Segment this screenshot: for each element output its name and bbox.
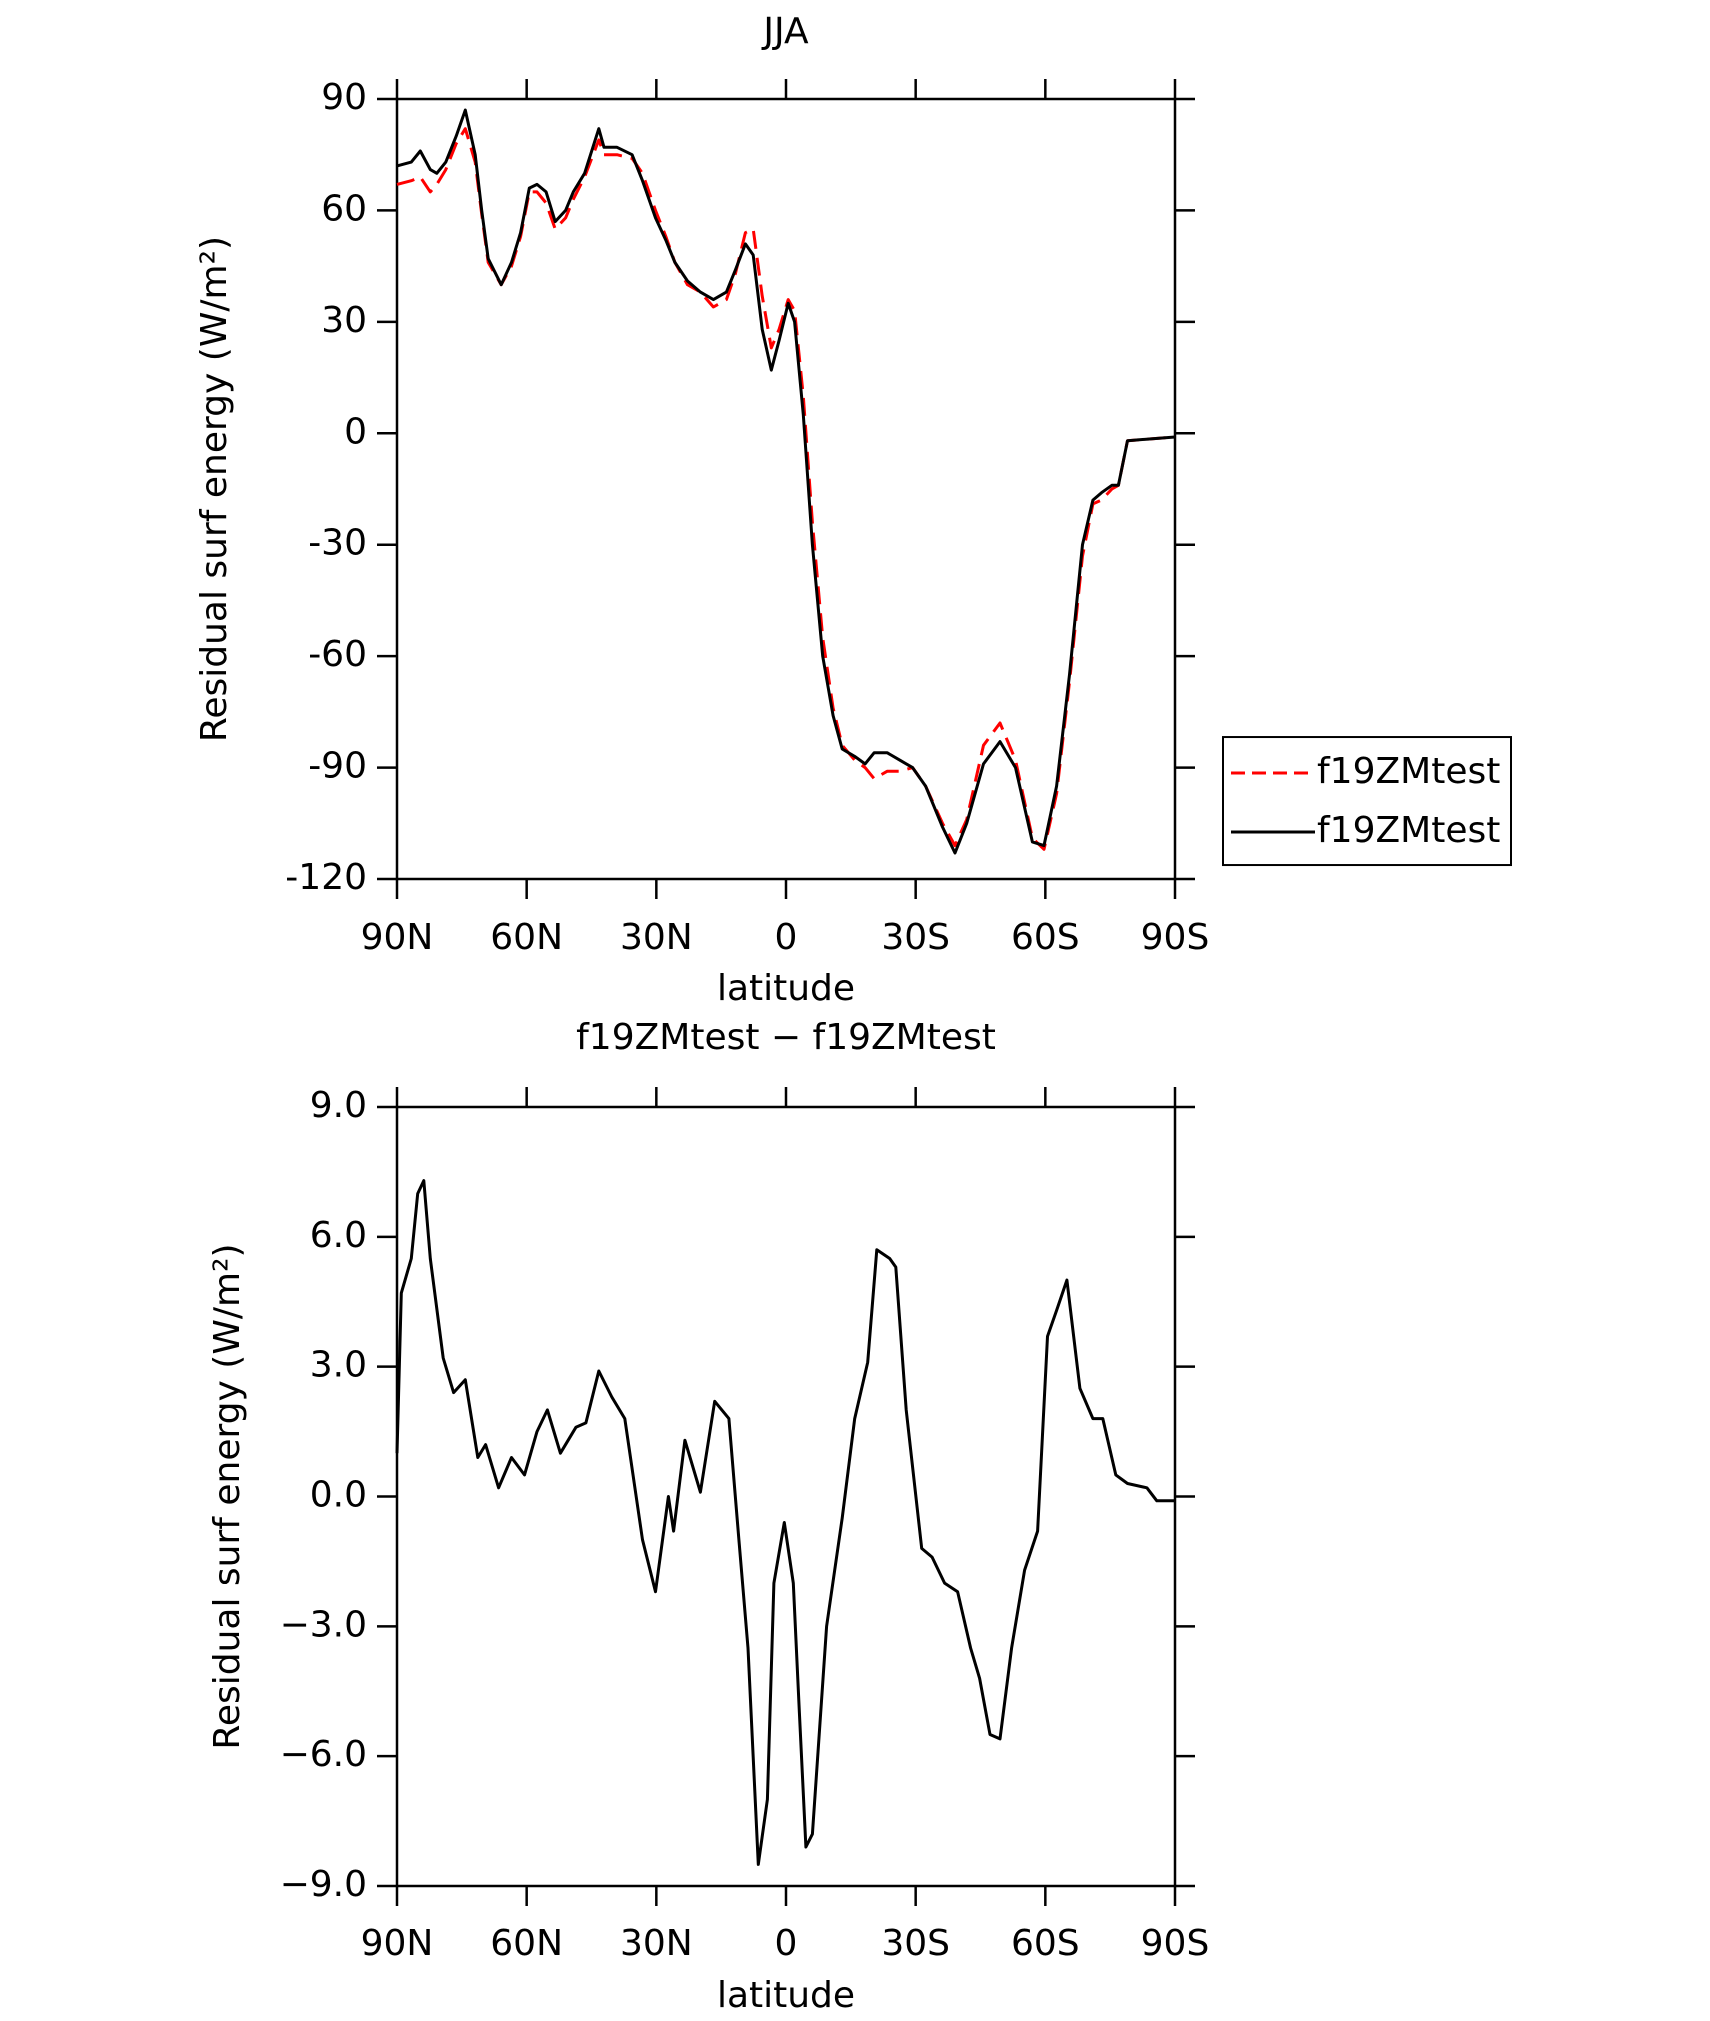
- y-tick-label: 3.0: [310, 1345, 367, 1386]
- y-tick-label: 9.0: [310, 1085, 367, 1126]
- y-tick-label: −9.0: [280, 1864, 367, 1905]
- chart-title: JJA: [761, 11, 809, 52]
- x-axis-label: latitude: [717, 968, 855, 1009]
- x-tick-label: 90N: [361, 1923, 434, 1964]
- y-tick-label: -120: [285, 857, 367, 898]
- x-tick-label: 0: [775, 1923, 798, 1964]
- y-tick-label: 6.0: [310, 1215, 367, 1256]
- x-axis-label: latitude: [717, 1975, 855, 2016]
- y-tick-label: -30: [308, 523, 367, 564]
- x-tick-label: 30N: [620, 917, 693, 958]
- plot-frame: [395, 1105, 1177, 1888]
- x-tick-label: 60S: [1011, 917, 1080, 958]
- y-tick-label: 0.0: [310, 1475, 367, 1516]
- y-axis-label: Residual surf energy (W/m²): [207, 1243, 248, 1749]
- y-tick-label: −3.0: [280, 1604, 367, 1645]
- chart-title: f19ZMtest − f19ZMtest: [576, 1017, 996, 1058]
- y-tick-label: -90: [308, 746, 367, 787]
- x-tick-label: 90N: [361, 917, 434, 958]
- legend-label: f19ZMtest: [1317, 810, 1500, 851]
- data-line: [395, 1179, 1175, 1866]
- y-axis-label: Residual surf energy (W/m²): [194, 236, 235, 742]
- legend-box: [1222, 736, 1512, 867]
- x-tick-label: 30N: [620, 1923, 693, 1964]
- x-tick-label: 60N: [490, 917, 563, 958]
- x-tick-label: 0: [775, 917, 798, 958]
- x-tick-label: 30S: [881, 1923, 950, 1964]
- y-tick-label: 30: [321, 300, 367, 341]
- y-tick-label: 60: [321, 188, 367, 229]
- x-tick-label: 60S: [1011, 1923, 1080, 1964]
- legend: f19ZMtest f19ZMtest: [1222, 736, 1512, 867]
- y-tick-label: -60: [308, 634, 367, 675]
- data-line: [396, 127, 1176, 851]
- y-tick-label: 90: [321, 77, 367, 118]
- data-line: [396, 108, 1176, 855]
- x-tick-label: 60N: [490, 1923, 563, 1964]
- x-tick-label: 30S: [881, 917, 950, 958]
- legend-label: f19ZMtest: [1317, 751, 1500, 792]
- x-tick-label: 90S: [1141, 917, 1210, 958]
- y-tick-label: −6.0: [280, 1734, 367, 1775]
- x-tick-label: 90S: [1141, 1923, 1210, 1964]
- plot-frame: [395, 97, 1177, 881]
- y-tick-label: 0: [344, 411, 367, 452]
